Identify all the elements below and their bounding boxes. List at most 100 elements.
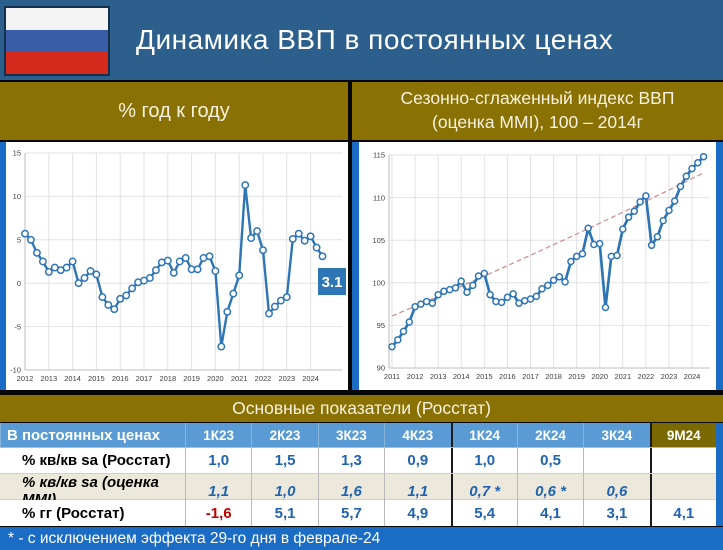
table-title-text: Основные показатели (Росстат)	[232, 398, 491, 418]
value-cell: 1,0	[251, 474, 317, 508]
svg-text:2024: 2024	[302, 374, 319, 383]
flag-stripe-red	[6, 51, 108, 74]
flag-stripe-blue	[6, 29, 108, 52]
row-label-cell: % гг (Росстат)	[22, 504, 125, 522]
value-cell: 0,6	[583, 474, 649, 508]
svg-text:2012: 2012	[407, 372, 424, 381]
value-cell: 5,4	[450, 500, 517, 526]
svg-text:10: 10	[13, 192, 21, 201]
value-cell: 1К24	[450, 423, 517, 447]
header: Динамика ВВП в постоянных ценах	[0, 0, 723, 80]
flag-stripe-white	[6, 7, 108, 30]
svg-text:2014: 2014	[453, 372, 470, 381]
gdp-yoy-line-chart: -10 -5 0 5 10 15 2012 2013 2014 2015 2016 2017 2018 2…	[6, 142, 348, 390]
svg-text:2015: 2015	[476, 372, 493, 381]
svg-text:110: 110	[373, 193, 385, 202]
value-cell: 2К24	[516, 423, 583, 447]
table-edge-stripe	[716, 423, 723, 526]
value-cell: 1,1	[185, 474, 251, 508]
row-label-cell: % кв/кв sa (Росстат)	[22, 452, 171, 469]
sa-index-chart-panel: 90 95 100 105 110 115 2011 2012 2013 2014 2015 2016…	[352, 142, 723, 390]
indicators-table-area: В постоянных ценах 1К23 2К23 3К23 4К23 1К24 2К…	[0, 423, 723, 526]
svg-text:100: 100	[372, 279, 385, 288]
svg-text:2023: 2023	[278, 374, 295, 383]
indicators-table: В постоянных ценах 1К23 2К23 3К23 4К23 1К24 2К…	[0, 423, 716, 526]
svg-text:2017: 2017	[136, 374, 153, 383]
svg-text:2015: 2015	[88, 374, 105, 383]
svg-text:15: 15	[13, 149, 21, 158]
svg-text:105: 105	[372, 236, 385, 245]
value-cell: 0,7 *	[450, 474, 517, 508]
right-chart-title-line2: (оценка MMI), 100 – 2014г	[432, 112, 643, 132]
svg-text:2016: 2016	[499, 372, 516, 381]
chart-title-bands: % год к году Сезонно-сглаженный индекс В…	[0, 82, 723, 140]
svg-text:0: 0	[17, 279, 21, 288]
value-cell: 1,3	[317, 448, 384, 473]
footnote: * - с исключением эффекта 29-го дня в фе…	[0, 527, 723, 550]
svg-text:2014: 2014	[64, 374, 81, 383]
table-row: % кв/кв sa (Росстат) 1,0 1,5 1,3 0,9 1,0 0,5	[0, 448, 716, 474]
value-cell: 9М24	[649, 423, 716, 447]
svg-text:2021: 2021	[231, 374, 248, 383]
svg-text:-5: -5	[14, 322, 21, 331]
panel-edge-stripe	[716, 142, 723, 390]
svg-text:2013: 2013	[40, 374, 57, 383]
value-cell: 1,6	[317, 474, 384, 508]
value-cell: 1,5	[251, 448, 317, 473]
panel-edge-stripe	[0, 142, 6, 390]
svg-text:2020: 2020	[591, 372, 608, 381]
svg-text:2019: 2019	[183, 374, 200, 383]
value-cell: 1,0	[450, 448, 517, 473]
svg-text:115: 115	[373, 151, 385, 160]
right-chart-title: Сезонно-сглаженный индекс ВВП (оценка MM…	[352, 82, 723, 140]
table-title-band: Основные показатели (Росстат)	[0, 395, 723, 422]
value-cell: -1,6	[185, 500, 251, 526]
svg-text:3.1: 3.1	[322, 274, 343, 291]
value-cell: 5,1	[251, 500, 317, 526]
value-cell	[649, 474, 716, 508]
value-cell: 4,1	[516, 500, 583, 526]
value-cell: 2К23	[251, 423, 317, 447]
left-chart-title: % год к году	[0, 82, 348, 140]
svg-text:2018: 2018	[159, 374, 176, 383]
svg-text:2017: 2017	[522, 372, 539, 381]
page-title: Динамика ВВП в постоянных ценах	[136, 24, 614, 55]
russia-flag-icon	[4, 5, 110, 76]
svg-text:90: 90	[377, 364, 385, 373]
svg-text:2024: 2024	[684, 372, 701, 381]
panel-edge-stripe	[352, 142, 359, 390]
svg-text:2023: 2023	[661, 372, 678, 381]
svg-text:2021: 2021	[614, 372, 631, 381]
svg-text:2022: 2022	[638, 372, 655, 381]
svg-text:5: 5	[17, 236, 21, 245]
svg-text:2012: 2012	[17, 374, 34, 383]
svg-text:2011: 2011	[384, 372, 400, 381]
svg-text:2020: 2020	[207, 374, 224, 383]
svg-text:95: 95	[377, 321, 385, 330]
value-cell: 4,9	[384, 500, 450, 526]
svg-text:-10: -10	[10, 366, 21, 375]
table-row: % гг (Росстат) -1,6 5,1 5,7 4,9 5,4 4,1 3,1 4,1	[0, 500, 716, 526]
value-cell	[649, 448, 716, 473]
yoy-chart-panel: -10 -5 0 5 10 15 2012 2013 2014 2015 2016 2017 2018 2…	[0, 142, 348, 390]
svg-text:2019: 2019	[568, 372, 585, 381]
value-cell: 4,1	[649, 500, 716, 526]
left-chart-title-text: % год к году	[118, 99, 230, 122]
value-cell: 0,9	[384, 448, 450, 473]
value-cell: 0,5	[516, 448, 583, 473]
svg-text:2013: 2013	[430, 372, 447, 381]
svg-text:2018: 2018	[545, 372, 562, 381]
charts-row: -10 -5 0 5 10 15 2012 2013 2014 2015 2016 2017 2018 2…	[0, 142, 723, 390]
value-cell: 1,0	[185, 448, 251, 473]
value-cell: 0,6 *	[516, 474, 583, 508]
value-cell: 3К23	[317, 423, 384, 447]
value-cell: 1К23	[185, 423, 251, 447]
gdp-sa-index-line-chart: 90 95 100 105 110 115 2011 2012 2013 2014 2015 2016…	[359, 142, 716, 390]
row-label-cell: В постоянных ценах	[0, 423, 185, 447]
value-cell: 5,7	[317, 500, 384, 526]
svg-text:2016: 2016	[112, 374, 129, 383]
value-cell: 4К23	[384, 423, 450, 447]
value-cell: 3К24	[583, 423, 649, 447]
value-cell	[583, 448, 649, 473]
